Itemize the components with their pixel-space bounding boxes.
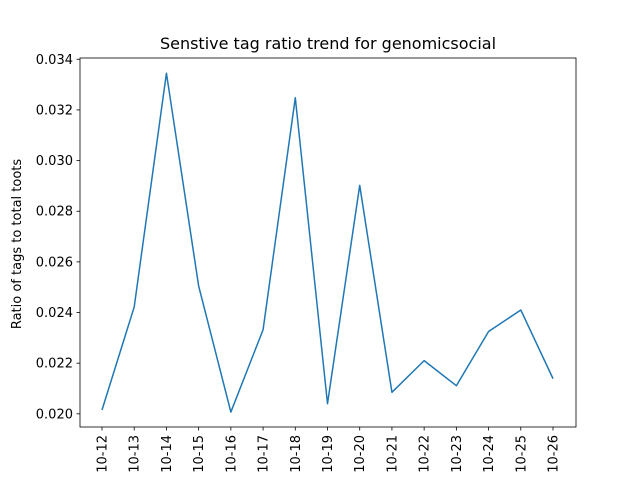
y-tick-label: 0.022 (36, 357, 73, 372)
x-tick-label: 10-26 (547, 435, 562, 473)
y-tick-label: 0.020 (36, 407, 73, 422)
x-tick-label: 10-24 (482, 435, 497, 473)
x-tick-label: 10-15 (192, 435, 207, 473)
x-tick-label: 10-18 (289, 435, 304, 473)
x-tick-label: 10-19 (321, 435, 336, 473)
x-tick-label: 10-23 (450, 435, 465, 473)
y-tick-label: 0.026 (36, 255, 73, 270)
y-tick-label: 0.034 (36, 53, 73, 68)
x-tick-label: 10-16 (224, 435, 239, 473)
y-tick-label: 0.028 (36, 205, 73, 220)
x-axis: 10-12 10-13 10-14 10-15 10-16 10-17 10-18 10-19… (96, 427, 562, 473)
x-tick-label: 10-17 (257, 435, 272, 473)
chart-title: Senstive tag ratio trend for genomicsoci… (160, 34, 496, 53)
x-tick-label: 10-13 (128, 435, 143, 473)
plot-area (79, 57, 577, 428)
x-tick-label: 10-25 (514, 435, 529, 473)
x-tick-label: 10-20 (353, 435, 368, 473)
x-tick-label: 10-12 (96, 435, 111, 473)
y-axis-label: Ratio of tags to total toots (10, 159, 25, 330)
series-line-0 (101, 72, 554, 413)
x-tick-label: 10-21 (385, 435, 400, 473)
y-tick-label: 0.024 (36, 306, 73, 321)
x-tick-label: 10-14 (160, 435, 175, 473)
plot-frame (79, 57, 577, 428)
y-axis: 0.020 0.022 0.024 0.026 0.028 0.030 0.032 0.034 (36, 53, 80, 422)
y-tick-label: 0.030 (36, 154, 73, 169)
x-tick-label: 10-22 (418, 435, 433, 473)
y-tick-label: 0.032 (36, 103, 73, 118)
